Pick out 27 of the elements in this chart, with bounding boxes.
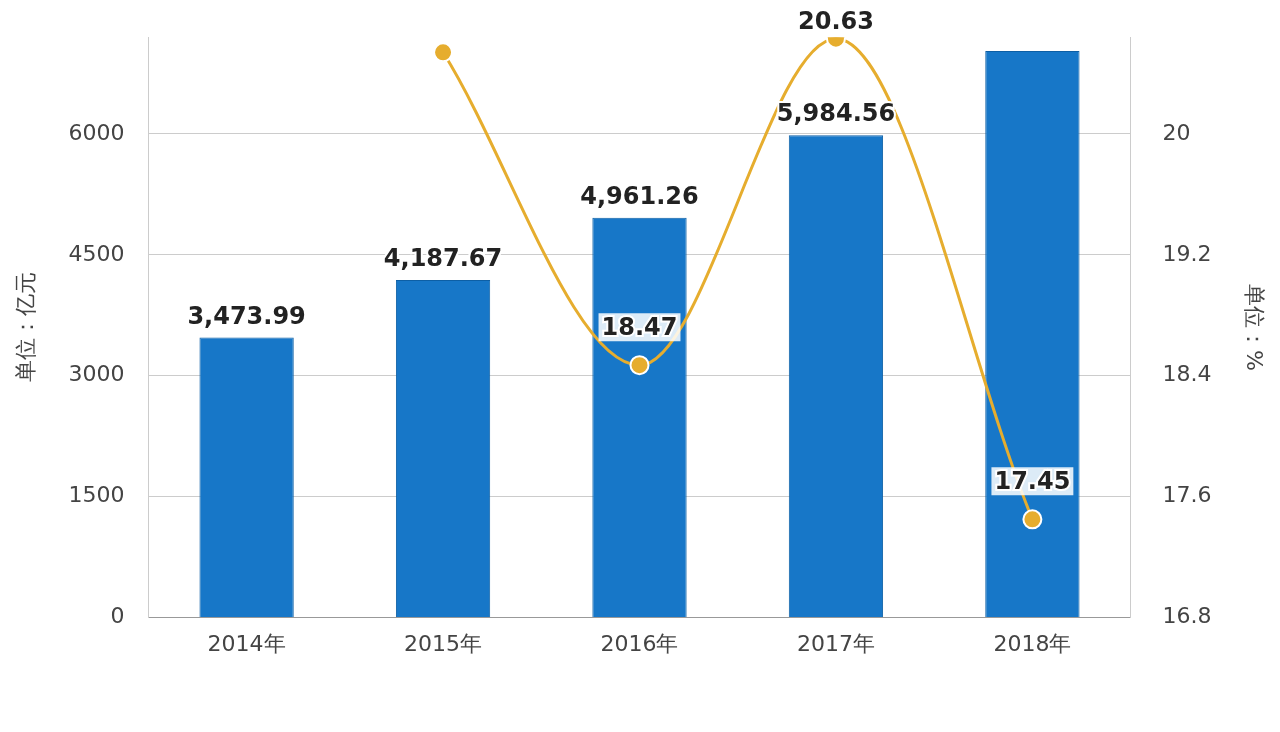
y-tick-label: 0 [110,603,125,629]
y2-tick-label: 18.4 [1162,361,1212,387]
point [1022,509,1043,530]
data-label: 17.45 [994,467,1071,496]
y2-tick-label: 16.8 [1162,603,1212,629]
y-tick-label: 6000 [68,119,125,145]
x-tick-label: 2017年 [796,630,875,656]
point [433,42,454,63]
point [629,355,650,376]
y-tick-label: 4500 [68,240,125,266]
x-tick-label: 2014年 [207,630,286,656]
y2-tick-label: 20 [1162,119,1191,145]
y2-axis-title: 单位：% [1242,283,1268,371]
x-tick-label: 2018年 [993,630,1072,656]
x-tick-label: 2015年 [404,630,483,656]
y2-tick-label: 17.6 [1162,482,1212,508]
data-label: 18.47 [601,313,678,342]
data-label: 4,187.67 [383,244,503,273]
data-label: 3,473.99 [187,301,306,330]
y-tick-label: 3000 [68,361,125,387]
y-tick-label: 1500 [68,482,125,508]
x-tick-label: 2016年 [600,630,679,656]
data-label: 5,984.56 [776,99,896,128]
y-axis-title: 单位：亿元 [12,272,38,383]
y2-tick-label: 19.2 [1162,240,1212,266]
data-label: 20.63 [797,6,874,35]
data-label: 4,961.26 [580,181,699,210]
